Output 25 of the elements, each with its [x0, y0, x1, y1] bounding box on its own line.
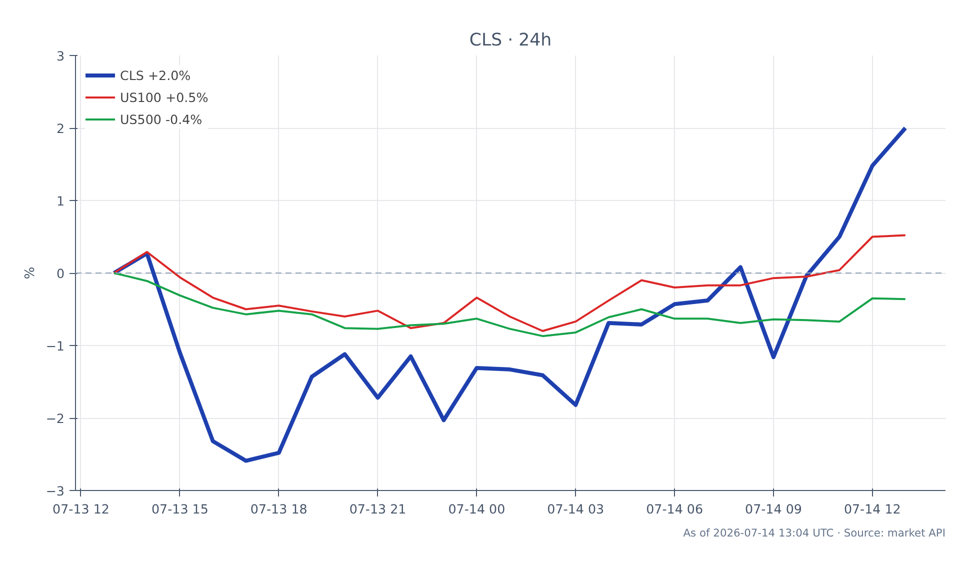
legend-label: US100 +0.5% — [120, 90, 208, 104]
y-axis-title: % — [22, 266, 38, 280]
x-tick-label: 07-13 12 — [52, 502, 110, 516]
legend-label: US500 -0.4% — [120, 112, 202, 126]
y-tick-label: −2 — [46, 411, 65, 426]
y-tick-label: 1 — [56, 194, 65, 208]
line-series — [112, 272, 906, 338]
y-tick-label: 2 — [56, 121, 65, 136]
y-tick-label: −3 — [46, 484, 65, 498]
y-tick-label: 3 — [56, 48, 65, 64]
y-tick-label: −1 — [46, 338, 65, 354]
x-tick-label: 07-14 06 — [646, 502, 704, 516]
x-tick-label: 07-13 15 — [151, 502, 208, 516]
chart-title: CLS · 24h — [469, 30, 552, 50]
x-tick-label: 07-13 21 — [349, 502, 406, 516]
text: As of 2026-07-14 13:04 UTC · Source: market API — [683, 526, 946, 540]
legend-label: CLS +2.0% — [120, 68, 191, 82]
x-tick-label: 07-14 03 — [547, 502, 604, 516]
x-tick-label: 07-14 00 — [448, 502, 506, 516]
line-series — [112, 234, 906, 332]
line-series — [112, 126, 908, 463]
x-tick-label: 07-14 12 — [844, 502, 901, 516]
x-tick-label: 07-14 09 — [745, 502, 802, 516]
y-tick-label: 0 — [56, 266, 65, 281]
x-tick-label: 07-13 18 — [250, 502, 308, 516]
